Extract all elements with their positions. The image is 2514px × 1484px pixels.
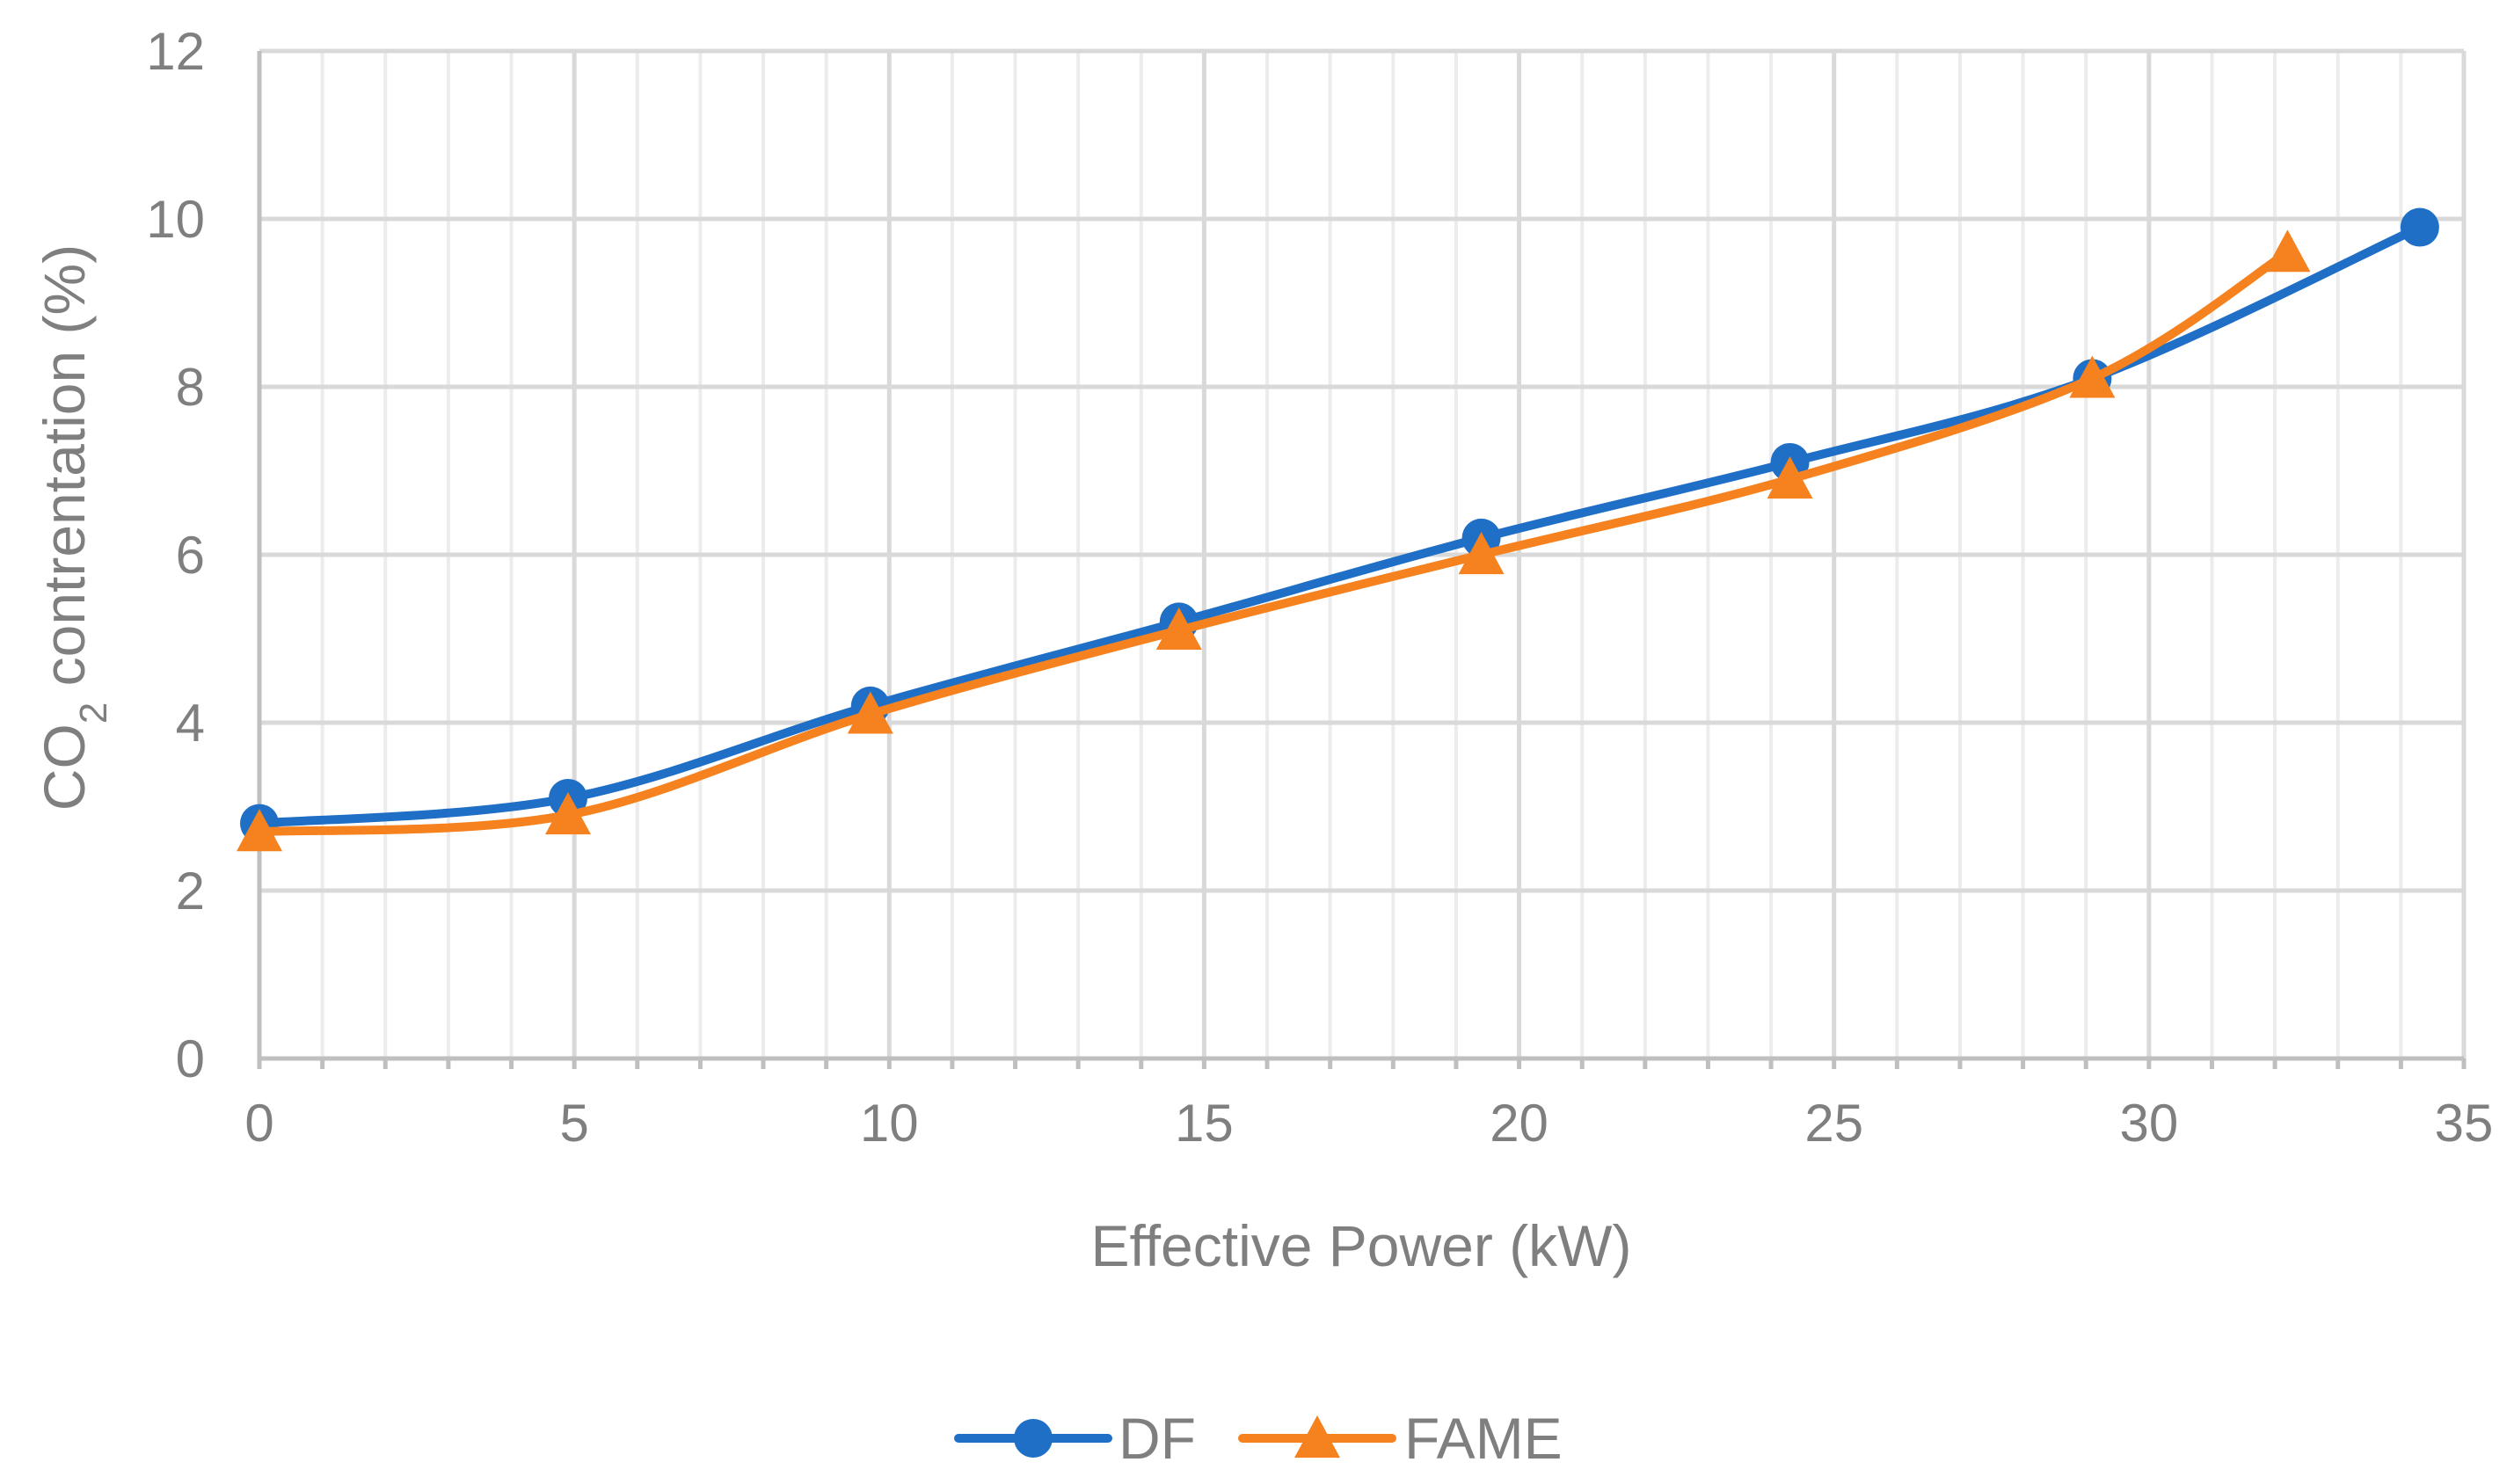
data-point-fame xyxy=(544,792,591,835)
y-axis-title-main: CO xyxy=(32,724,97,811)
x-tick-label: 15 xyxy=(1175,1094,1234,1153)
y-tick-label: 8 xyxy=(176,358,205,417)
legend-item-fame: FAME xyxy=(1238,1406,1563,1471)
legend-item-df: DF xyxy=(954,1406,1196,1471)
x-tick-label: 5 xyxy=(559,1094,588,1153)
x-tick-label: 0 xyxy=(244,1094,273,1153)
x-tick-label: 10 xyxy=(860,1094,919,1153)
data-point-fame xyxy=(2069,355,2116,398)
data-point-fame xyxy=(1155,607,1202,651)
y-tick-label: 6 xyxy=(176,526,205,585)
x-tick-label: 25 xyxy=(1804,1094,1863,1153)
y-tick-label: 12 xyxy=(146,22,205,81)
y-tick-label: 4 xyxy=(176,694,205,753)
data-point-fame xyxy=(2264,229,2311,273)
data-point-fame xyxy=(1767,456,1813,499)
series-line-fame xyxy=(255,248,2292,837)
series-fame xyxy=(237,229,2311,852)
axes xyxy=(257,51,2467,1069)
x-tick-label: 35 xyxy=(2435,1094,2494,1153)
y-axis-title-subscript: 2 xyxy=(72,702,115,724)
series-layer xyxy=(237,207,2439,852)
tick-labels: 0 5 10 15 20 25 30 35 0 2 4 6 8 10 12 xyxy=(146,22,2493,1153)
y-tick-label: 2 xyxy=(176,862,205,920)
major-gridlines xyxy=(259,48,2467,1058)
x-tick-label: 30 xyxy=(2119,1094,2178,1153)
legend-marker-df xyxy=(1014,1419,1053,1458)
y-axis-title-rest: contrentation (%) xyxy=(32,244,97,702)
y-axis-title: CO2 contrentation (%) xyxy=(32,244,115,811)
data-point-fame xyxy=(1458,532,1505,575)
x-tick-label: 20 xyxy=(1490,1094,1548,1153)
legend-label-fame: FAME xyxy=(1404,1406,1563,1471)
series-df xyxy=(240,207,2439,843)
x-axis-title: Effective Power (kW) xyxy=(1091,1213,1632,1278)
data-point-fame xyxy=(237,809,282,852)
data-point-fame xyxy=(847,691,893,734)
legend-label-df: DF xyxy=(1119,1406,1196,1471)
y-tick-label: 0 xyxy=(176,1029,205,1088)
data-point-df xyxy=(2400,207,2439,247)
y-tick-label: 10 xyxy=(146,190,205,249)
series-line-df xyxy=(255,222,2424,828)
legend-marker-fame xyxy=(1294,1415,1340,1459)
legend: DF FAME xyxy=(954,1406,1563,1471)
